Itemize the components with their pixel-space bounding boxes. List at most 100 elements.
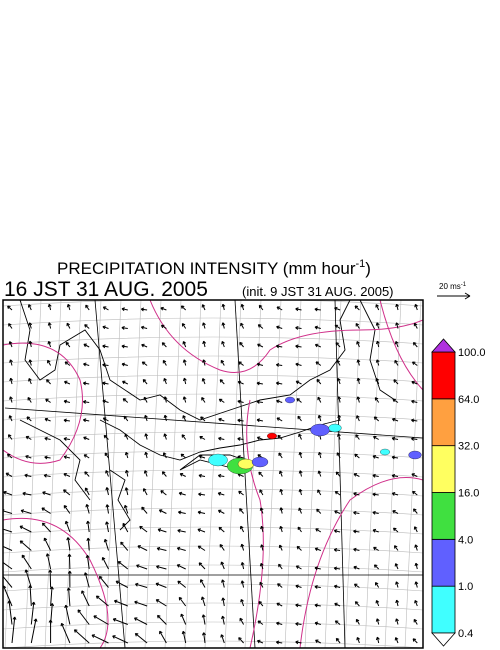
wind-arrow [86, 520, 90, 533]
wind-arrow [197, 545, 206, 551]
meridian [244, 300, 262, 648]
wind-arrow [217, 509, 225, 514]
wind-arrow [258, 304, 264, 311]
wind-arrow [197, 510, 206, 515]
parallel [3, 336, 423, 345]
wind-arrow [375, 600, 380, 607]
wind-arrow [375, 618, 380, 625]
wind-arrow [199, 435, 206, 440]
wind-arrow [161, 471, 167, 477]
title: PRECIPITATION INTENSITY (mm hour-1) [57, 258, 371, 278]
wind-arrow [93, 615, 109, 625]
wind-arrow [257, 343, 264, 348]
wind-arrow [176, 564, 186, 570]
precipitation-cell [237, 458, 255, 470]
wind-arrow [395, 303, 400, 311]
wind-arrow [157, 528, 167, 533]
wind-arrow [43, 473, 51, 478]
wind-arrow [221, 597, 226, 607]
wind-arrow [353, 547, 360, 552]
wind-arrow [314, 585, 321, 589]
wind-arrow [144, 451, 149, 459]
wind-arrow [48, 569, 53, 588]
wind-arrow [394, 340, 399, 348]
wind-arrow [315, 639, 322, 644]
wind-arrow [44, 417, 51, 422]
wind-arrow [137, 545, 148, 551]
valid-time: 16 JST 31 AUG. 2005 [4, 278, 208, 301]
wind-arrow [295, 344, 302, 349]
wind-arrow [298, 433, 302, 440]
meridian [4, 300, 22, 648]
colorbar-segment [431, 351, 456, 400]
wind-arrow [103, 434, 109, 440]
wind-arrow [374, 397, 380, 403]
wind-arrow [141, 343, 148, 348]
wind-arrow [200, 416, 206, 422]
colorbar-segment [431, 585, 456, 634]
isobar [3, 517, 109, 648]
wind-arrow [121, 326, 128, 330]
wind-arrow [122, 398, 129, 403]
wind-arrow [28, 585, 33, 607]
wind-arrow [217, 491, 225, 496]
title-text: PRECIPITATION INTENSITY (mm hour [57, 259, 356, 278]
boundary-line [4, 407, 423, 439]
wind-arrow [25, 435, 32, 440]
wind-arrow [202, 359, 206, 366]
wind-arrow [198, 492, 206, 497]
wind-arrow [201, 632, 206, 644]
wind-arrow [217, 473, 225, 478]
wind-arrow [260, 544, 264, 551]
wind-arrow [317, 451, 322, 459]
title-end: ) [365, 259, 371, 278]
colorbar-tick-label: 0.4 [458, 628, 473, 640]
init-time: (init. 9 JST 31 AUG. 2005) [242, 284, 394, 299]
wind-arrow [82, 381, 90, 386]
wind-arrow [238, 490, 244, 496]
wind-arrow [297, 526, 302, 533]
wind-arrow [198, 473, 206, 478]
wind-arrow [275, 344, 283, 349]
meridian [344, 300, 362, 648]
meridian [284, 300, 302, 648]
wind-arrow [355, 618, 360, 625]
parallel [3, 564, 423, 573]
wind-arrow [373, 546, 379, 551]
wind-arrow [372, 454, 379, 459]
wind-arrow [182, 377, 187, 385]
wind-arrow [221, 303, 226, 311]
wind-arrow [102, 344, 109, 349]
wind-arrow [197, 528, 206, 533]
wind-arrow [82, 400, 90, 404]
precipitation-cell [408, 450, 422, 460]
wind-arrow [316, 378, 322, 385]
coastline [19, 300, 351, 421]
wind-arrow [354, 305, 360, 311]
wind-arrow [394, 359, 399, 366]
wind-arrow [163, 433, 168, 440]
wind-arrow [102, 399, 109, 404]
parallel [3, 507, 423, 516]
parallel [3, 526, 423, 535]
wind-arrow [67, 570, 72, 588]
wind-arrow [353, 529, 360, 534]
wind-arrow [258, 471, 264, 477]
wind-arrow [237, 436, 244, 441]
wind-arrow [297, 415, 302, 422]
wind-arrow [411, 436, 418, 441]
parallel [3, 640, 423, 648]
wind-arrow [412, 638, 418, 644]
wind-arrow [393, 379, 399, 385]
wind-arrow [256, 436, 264, 441]
wind-arrow [374, 581, 380, 588]
wind-arrow [134, 600, 148, 607]
parallel [3, 469, 423, 478]
wind-arrow [314, 566, 321, 571]
wind-arrow [5, 472, 13, 477]
wind-arrow [123, 415, 129, 422]
wind-arrow [49, 586, 54, 607]
wind-arrow [25, 454, 32, 459]
wind-arrow [317, 470, 322, 477]
wind-arrow [176, 546, 186, 551]
